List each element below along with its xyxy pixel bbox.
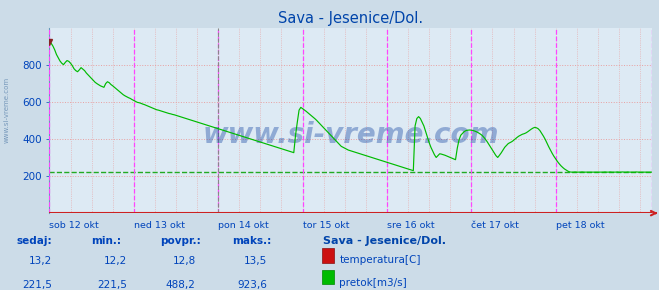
Text: www.si-vreme.com: www.si-vreme.com <box>3 77 10 143</box>
Text: www.si-vreme.com: www.si-vreme.com <box>203 121 499 149</box>
Text: 12,8: 12,8 <box>173 256 196 266</box>
Text: 923,6: 923,6 <box>238 280 268 290</box>
Text: ned 13 okt: ned 13 okt <box>134 221 185 230</box>
Bar <box>322 270 334 284</box>
Text: temperatura[C]: temperatura[C] <box>339 255 421 265</box>
Text: pet 18 okt: pet 18 okt <box>556 221 604 230</box>
Text: 12,2: 12,2 <box>104 256 127 266</box>
Text: 221,5: 221,5 <box>98 280 127 290</box>
Text: min.:: min.: <box>92 236 121 246</box>
Text: pon 14 okt: pon 14 okt <box>218 221 269 230</box>
Text: 13,2: 13,2 <box>29 256 52 266</box>
Text: pretok[m3/s]: pretok[m3/s] <box>339 278 407 288</box>
Text: 488,2: 488,2 <box>166 280 196 290</box>
Title: Sava - Jesenice/Dol.: Sava - Jesenice/Dol. <box>278 11 424 26</box>
Text: čet 17 okt: čet 17 okt <box>471 221 519 230</box>
Text: povpr.:: povpr.: <box>160 236 200 246</box>
Text: Sava - Jesenice/Dol.: Sava - Jesenice/Dol. <box>323 236 446 246</box>
Text: sre 16 okt: sre 16 okt <box>387 221 434 230</box>
Text: maks.:: maks.: <box>232 236 271 246</box>
Bar <box>322 248 334 263</box>
Text: tor 15 okt: tor 15 okt <box>302 221 349 230</box>
Text: sedaj:: sedaj: <box>16 236 52 246</box>
Text: 221,5: 221,5 <box>22 280 52 290</box>
Text: sob 12 okt: sob 12 okt <box>49 221 99 230</box>
Text: 13,5: 13,5 <box>244 256 268 266</box>
